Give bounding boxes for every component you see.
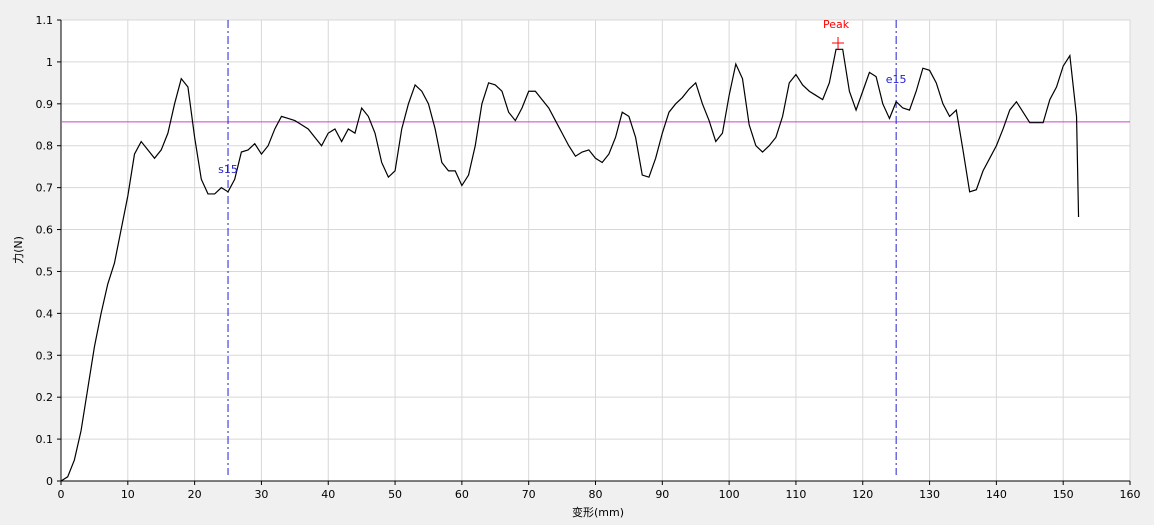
- y-tick-label: 0.6: [36, 224, 54, 237]
- y-tick-label: 0.4: [36, 307, 54, 320]
- x-tick-label: 130: [919, 488, 940, 501]
- x-tick-label: 160: [1120, 488, 1141, 501]
- y-tick-label: 0.1: [36, 433, 54, 446]
- x-tick-label: 70: [522, 488, 536, 501]
- x-tick-label: 0: [58, 488, 65, 501]
- y-tick-label: 1: [46, 56, 53, 69]
- x-tick-label: 110: [785, 488, 806, 501]
- x-tick-label: 100: [719, 488, 740, 501]
- x-tick-label: 150: [1053, 488, 1074, 501]
- y-tick-label: 0.8: [36, 140, 54, 153]
- peak-marker: [832, 37, 845, 50]
- x-tick-label: 80: [589, 488, 603, 501]
- x-tick-label: 90: [655, 488, 669, 501]
- peak-label: Peak: [823, 18, 850, 31]
- y-tick-label: 0.9: [36, 98, 54, 111]
- marker-label: e15: [886, 73, 907, 86]
- y-tick-label: 0.7: [36, 182, 54, 195]
- x-tick-label: 10: [121, 488, 135, 501]
- data-line: [60, 48, 1080, 482]
- y-tick-label: 0: [46, 475, 53, 488]
- y-axis-label: 力(N): [12, 236, 25, 264]
- x-tick-label: 140: [986, 488, 1007, 501]
- y-tick-label: 0.5: [36, 265, 54, 278]
- y-tick-label: 0.3: [36, 349, 54, 362]
- x-tick-label: 120: [852, 488, 873, 501]
- y-tick-label: 1.1: [36, 14, 54, 27]
- x-axis-label: 变形(mm): [572, 505, 624, 519]
- x-tick-label: 40: [321, 488, 335, 501]
- x-tick-label: 60: [455, 488, 469, 501]
- x-tick-label: 20: [188, 488, 202, 501]
- x-tick-label: 30: [254, 488, 268, 501]
- marker-label: s15: [218, 163, 238, 176]
- y-tick-label: 0.2: [36, 391, 54, 404]
- x-tick-label: 50: [388, 488, 402, 501]
